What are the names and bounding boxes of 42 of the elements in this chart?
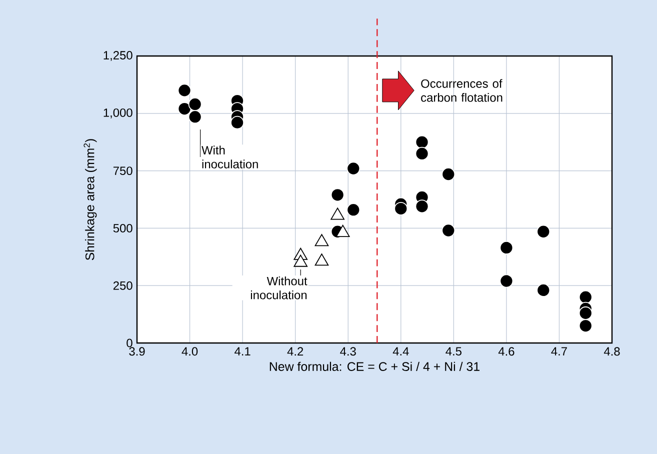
y-axis-title: Shrinkage area (mm$^{2}$) [84,139,97,260]
x-tick-label: 4.1 [234,347,250,356]
y-tick-label: 750 [113,166,132,176]
point [578,290,592,304]
point [536,224,550,238]
point [188,110,202,124]
point [500,240,514,254]
point [178,84,192,98]
y-tick-label: 1,000 [104,108,132,118]
annotation: Occurrences of carbon flotation [421,79,502,102]
series-label: Without inoculation [250,276,308,300]
point [578,319,592,333]
point [346,162,360,176]
point [394,202,408,216]
y-tick-label: 500 [113,224,132,232]
point [188,97,202,111]
point [330,188,344,202]
x-tick-label: 4.7 [551,347,567,356]
x-tick-label: 4.3 [340,347,356,356]
point [442,168,456,181]
x-axis-title: New formula: CE = C + Si / 4 + Ni / 31 [270,362,480,371]
y-tick-label: 1,250 [104,51,132,61]
point [578,306,592,320]
x-tick-label: 4.6 [498,347,514,356]
x-tick-label: 4.5 [446,347,462,356]
x-tick-label: 4.2 [287,347,304,356]
y-tick-label: 250 [113,281,132,290]
x-tick-label: 4.4 [392,347,409,356]
x-tick-label: 3.9 [129,347,145,356]
point [415,146,429,160]
y-tick-label: 0 [126,338,132,348]
point [230,116,244,130]
point [178,102,192,116]
point [415,135,429,149]
point [536,283,550,297]
x-tick-label: 4.0 [182,347,198,356]
point [415,200,429,214]
point [500,274,514,288]
point [442,224,456,238]
point [346,203,360,217]
series-label: With inoculation [202,146,258,168]
x-tick-label: 4.8 [604,347,620,356]
